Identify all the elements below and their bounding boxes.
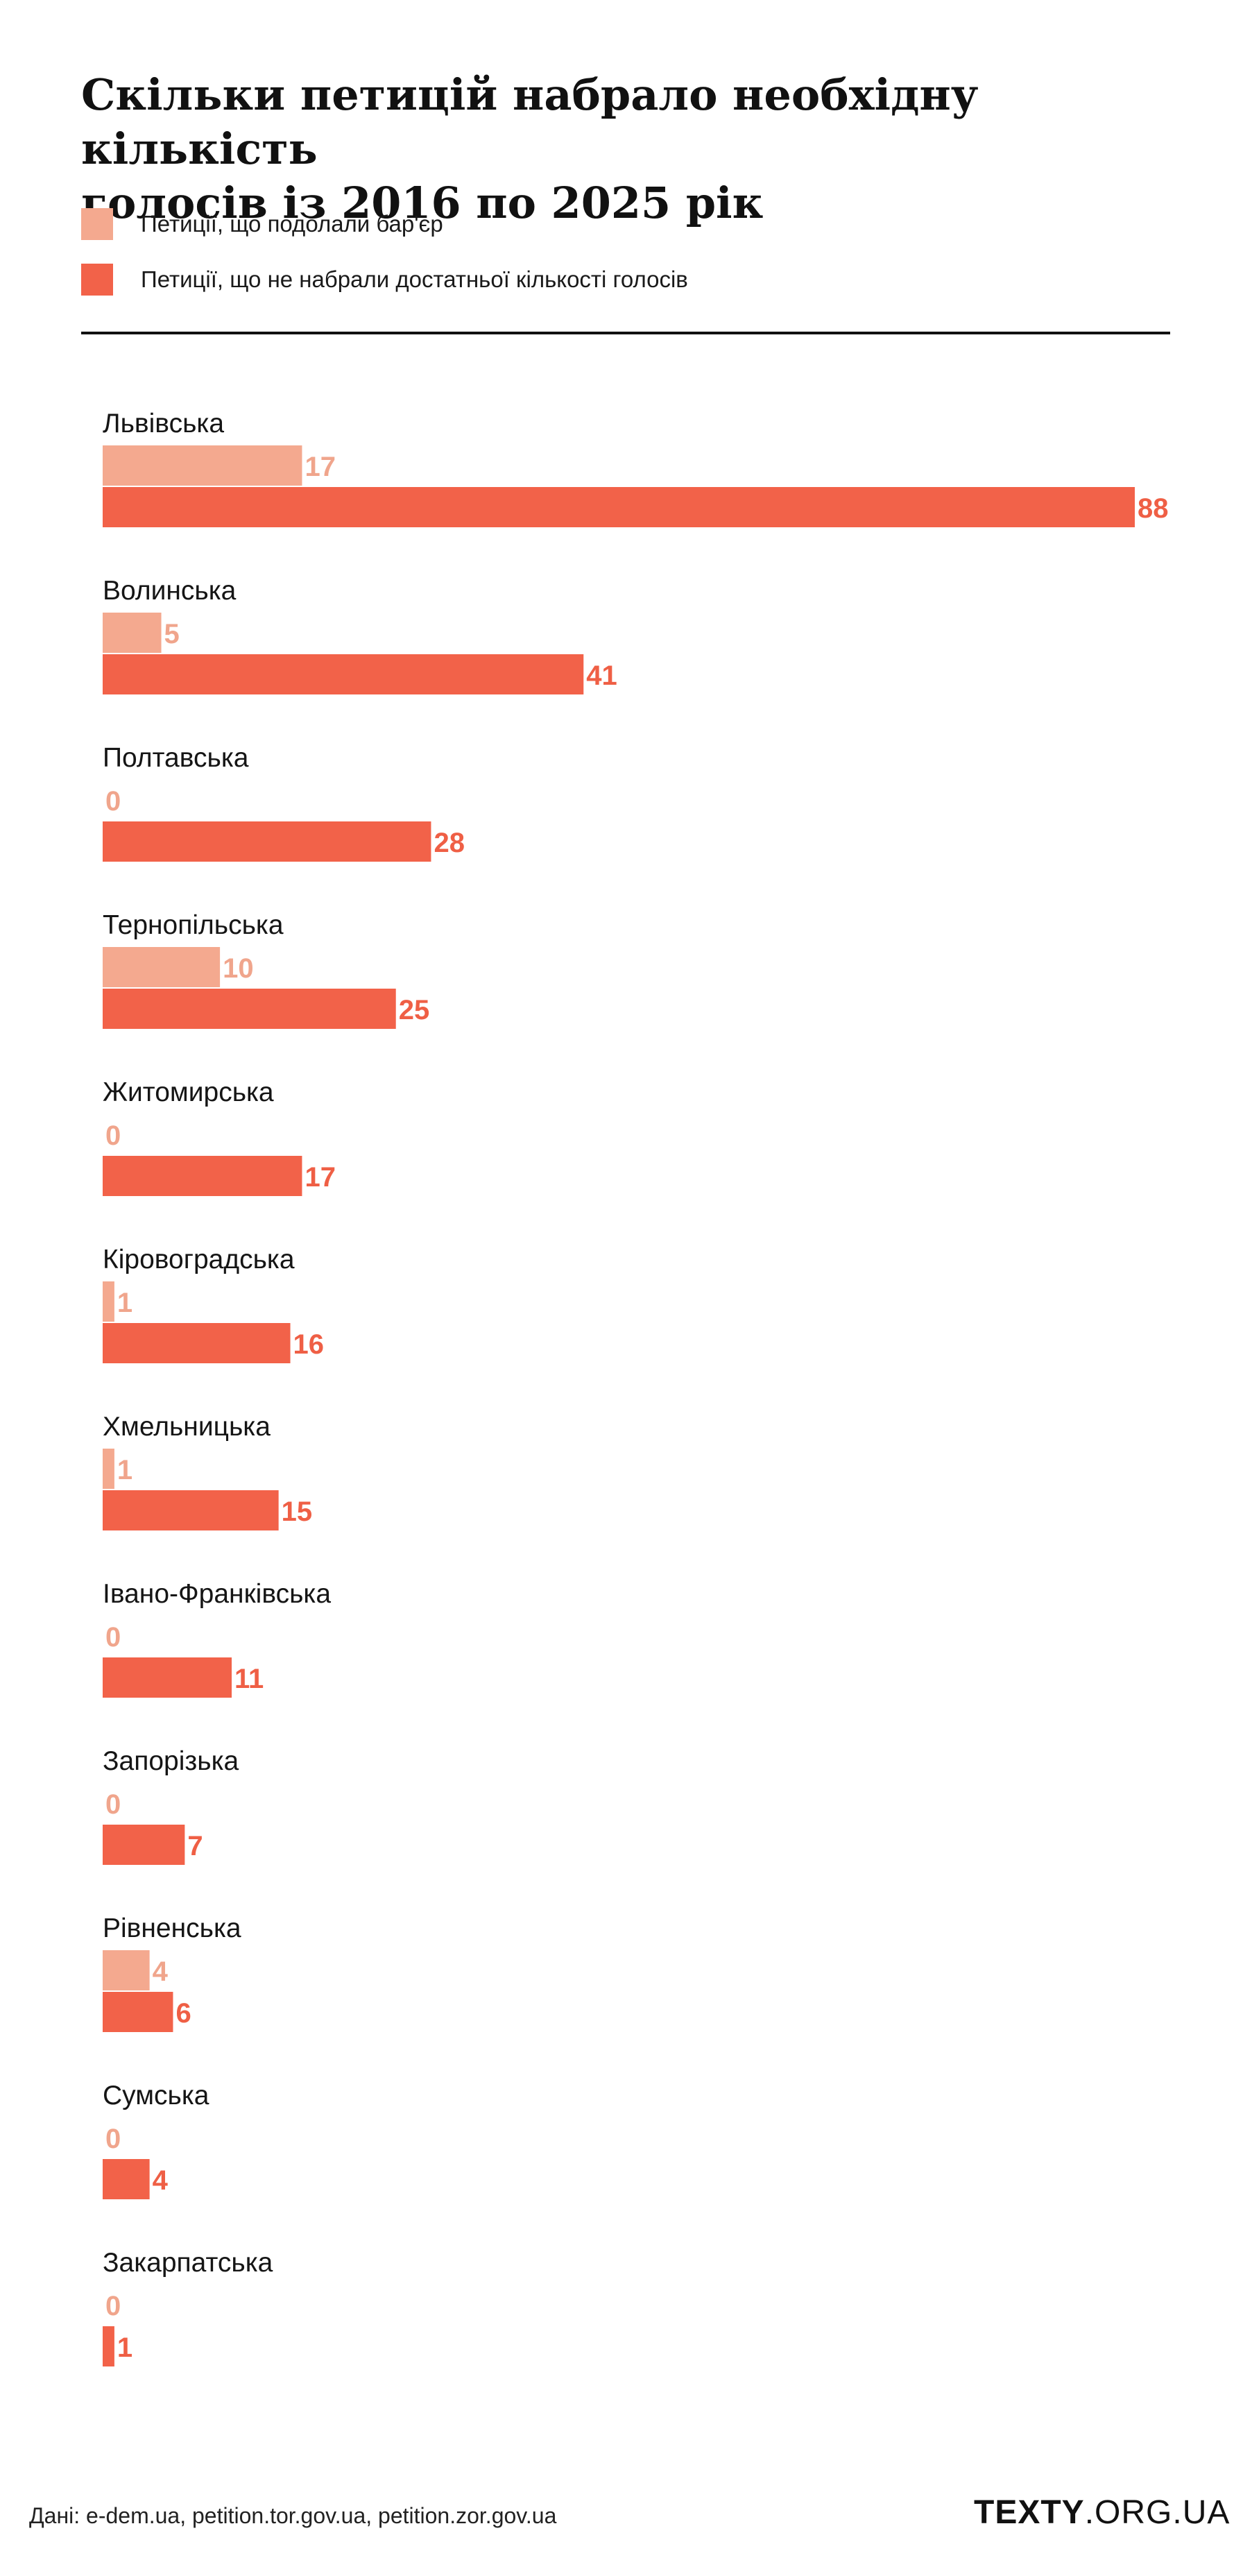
value-label-passed: 0 <box>105 1789 121 1820</box>
divider-line <box>81 332 1170 334</box>
value-label-passed: 0 <box>105 1120 121 1151</box>
value-label-passed: 0 <box>105 786 121 817</box>
legend-label-passed: Петиції, що подолали бар'єр <box>141 211 443 237</box>
texty-logo-domain: .ORG.UA <box>1084 2494 1231 2531</box>
value-label-failed: 11 <box>234 1664 264 1694</box>
category-label: Запорізька <box>103 1746 239 1776</box>
category-label: Львівська <box>103 409 224 438</box>
value-label-failed: 15 <box>282 1496 313 1527</box>
category-label: Сумська <box>103 2081 209 2110</box>
value-label-passed: 0 <box>105 1622 121 1653</box>
texty-logo-bold: TEXTY <box>974 2494 1085 2531</box>
value-label-passed: 1 <box>117 1455 132 1485</box>
category-label: Житомирська <box>103 1077 274 1107</box>
legend: Петиції, що подолали бар'єр Петиції, що … <box>81 208 688 319</box>
category-label: Тернопільська <box>103 910 284 940</box>
legend-swatch-failed <box>81 264 113 296</box>
category-label: Івано-Франківська <box>103 1579 331 1609</box>
category-label: Закарпатська <box>103 2248 273 2278</box>
legend-item-failed: Петиції, що не набрали достатньої кілько… <box>81 264 688 296</box>
chart-title-line-1: Скільки петицій набрало необхідну кількі… <box>81 69 979 174</box>
category-label: Волинська <box>103 576 237 606</box>
bar-chart: Львівська1788Волинська541Полтавська028Те… <box>103 409 1169 2366</box>
legend-swatch-passed <box>81 208 113 240</box>
bar-passed <box>103 445 302 486</box>
data-source-note: Дані: e-dem.ua, petition.tor.gov.ua, pet… <box>29 2503 557 2528</box>
category-label: Хмельницька <box>103 1412 271 1442</box>
value-label-failed: 25 <box>399 995 430 1025</box>
value-label-failed: 7 <box>187 1831 203 1861</box>
bar-passed <box>103 947 221 987</box>
value-label-failed: 41 <box>586 660 617 691</box>
chart-title: Скільки петицій набрало необхідну кількі… <box>81 68 1205 230</box>
category-label: Рівненська <box>103 1913 241 1943</box>
bar-failed <box>103 989 396 1029</box>
value-label-passed: 4 <box>153 1956 169 1987</box>
bar-passed <box>103 1281 114 1322</box>
legend-label-failed: Петиції, що не набрали достатньої кілько… <box>141 266 688 292</box>
value-label-failed: 16 <box>293 1329 325 1360</box>
bar-passed <box>103 613 162 653</box>
value-label-passed: 17 <box>305 452 336 482</box>
bar-failed <box>103 821 431 862</box>
value-label-passed: 1 <box>117 1288 132 1318</box>
chart-title-line-2: голосів із 2016 по 2025 рік <box>81 178 764 228</box>
bar-failed <box>103 1323 291 1363</box>
value-label-passed: 0 <box>105 2124 121 2154</box>
bar-failed <box>103 2326 114 2366</box>
value-label-failed: 88 <box>1138 493 1169 524</box>
bar-failed <box>103 1156 302 1196</box>
bar-failed <box>103 1490 279 1530</box>
value-label-passed: 10 <box>223 953 254 984</box>
value-label-failed: 6 <box>175 1998 191 2029</box>
value-label-passed: 0 <box>105 2291 121 2321</box>
category-label: Кіровоградська <box>103 1245 295 1274</box>
texty-logo: TEXTY.ORG.UA <box>974 2493 1230 2532</box>
bar-failed <box>103 1992 173 2032</box>
value-label-failed: 17 <box>305 1162 336 1193</box>
bar-failed <box>103 1825 185 1865</box>
category-label: Полтавська <box>103 743 249 773</box>
bar-failed <box>103 2159 150 2199</box>
bar-passed <box>103 1449 114 1489</box>
value-label-failed: 1 <box>117 2332 132 2363</box>
value-label-failed: 28 <box>434 828 465 858</box>
value-label-failed: 4 <box>153 2165 169 2196</box>
legend-item-passed: Петиції, що подолали бар'єр <box>81 208 688 240</box>
bar-failed <box>103 487 1135 527</box>
bar-passed <box>103 1950 150 1990</box>
bar-failed <box>103 654 584 694</box>
value-label-passed: 5 <box>164 619 180 649</box>
bar-failed <box>103 1657 232 1698</box>
